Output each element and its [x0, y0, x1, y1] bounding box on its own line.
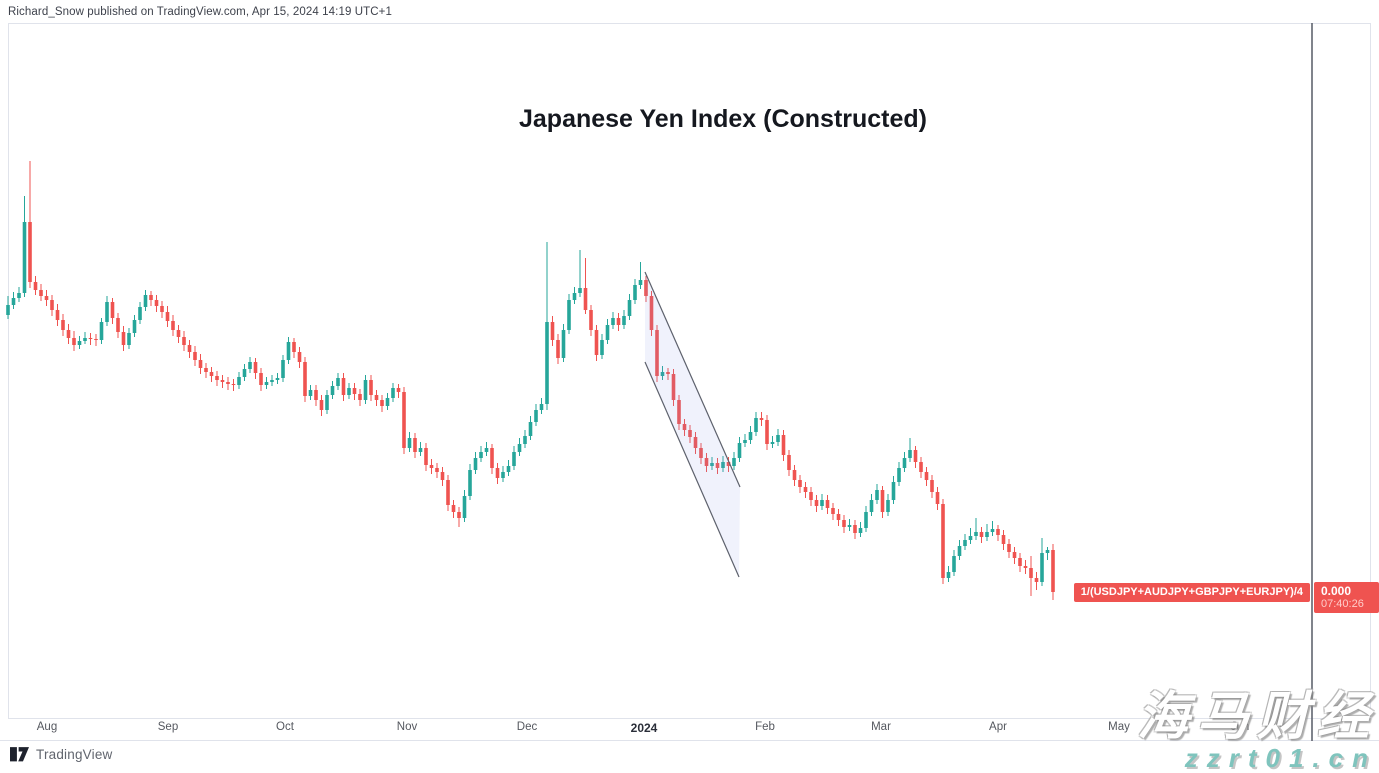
- bar-countdown: 07:40:26: [1321, 598, 1364, 610]
- series-formula-label: 1/(USDJPY+AUDJPY+GBPJPY+EURJPY)/4: [1073, 583, 1310, 602]
- time-tick-label: Oct: [276, 721, 294, 733]
- tradingview-logo-link[interactable]: TradingView: [10, 747, 113, 762]
- time-tick-label: Apr: [989, 721, 1007, 733]
- attribution-text: Richard_Snow published on TradingView.co…: [8, 6, 392, 18]
- time-axis[interactable]: Aug Sep Oct Nov Dec 2024 Feb Mar Apr May Jun: [0, 721, 1379, 740]
- time-tick-label: Nov: [396, 721, 418, 733]
- time-tick-label: May: [1108, 721, 1130, 733]
- time-tick-label: Sep: [157, 721, 179, 733]
- last-price-value: 0.000: [1321, 584, 1352, 598]
- time-axis-top-border: [8, 718, 1371, 719]
- time-tick-label: Mar: [871, 721, 891, 733]
- chart-frame: [8, 23, 1371, 718]
- last-price-label: 0.000 07:40:26: [1314, 582, 1379, 613]
- time-tick-label: 2024: [630, 721, 658, 735]
- time-tick-label: Feb: [755, 721, 775, 733]
- time-tick-label: Aug: [36, 721, 58, 733]
- time-axis-bottom-border: [0, 740, 1379, 741]
- tradingview-logo-text: TradingView: [36, 747, 113, 762]
- tradingview-logo-icon: [10, 747, 29, 762]
- time-tick-label: Dec: [516, 721, 538, 733]
- chart-title: Japanese Yen Index (Constructed): [519, 105, 927, 133]
- time-tick-label: Jun: [1230, 721, 1250, 733]
